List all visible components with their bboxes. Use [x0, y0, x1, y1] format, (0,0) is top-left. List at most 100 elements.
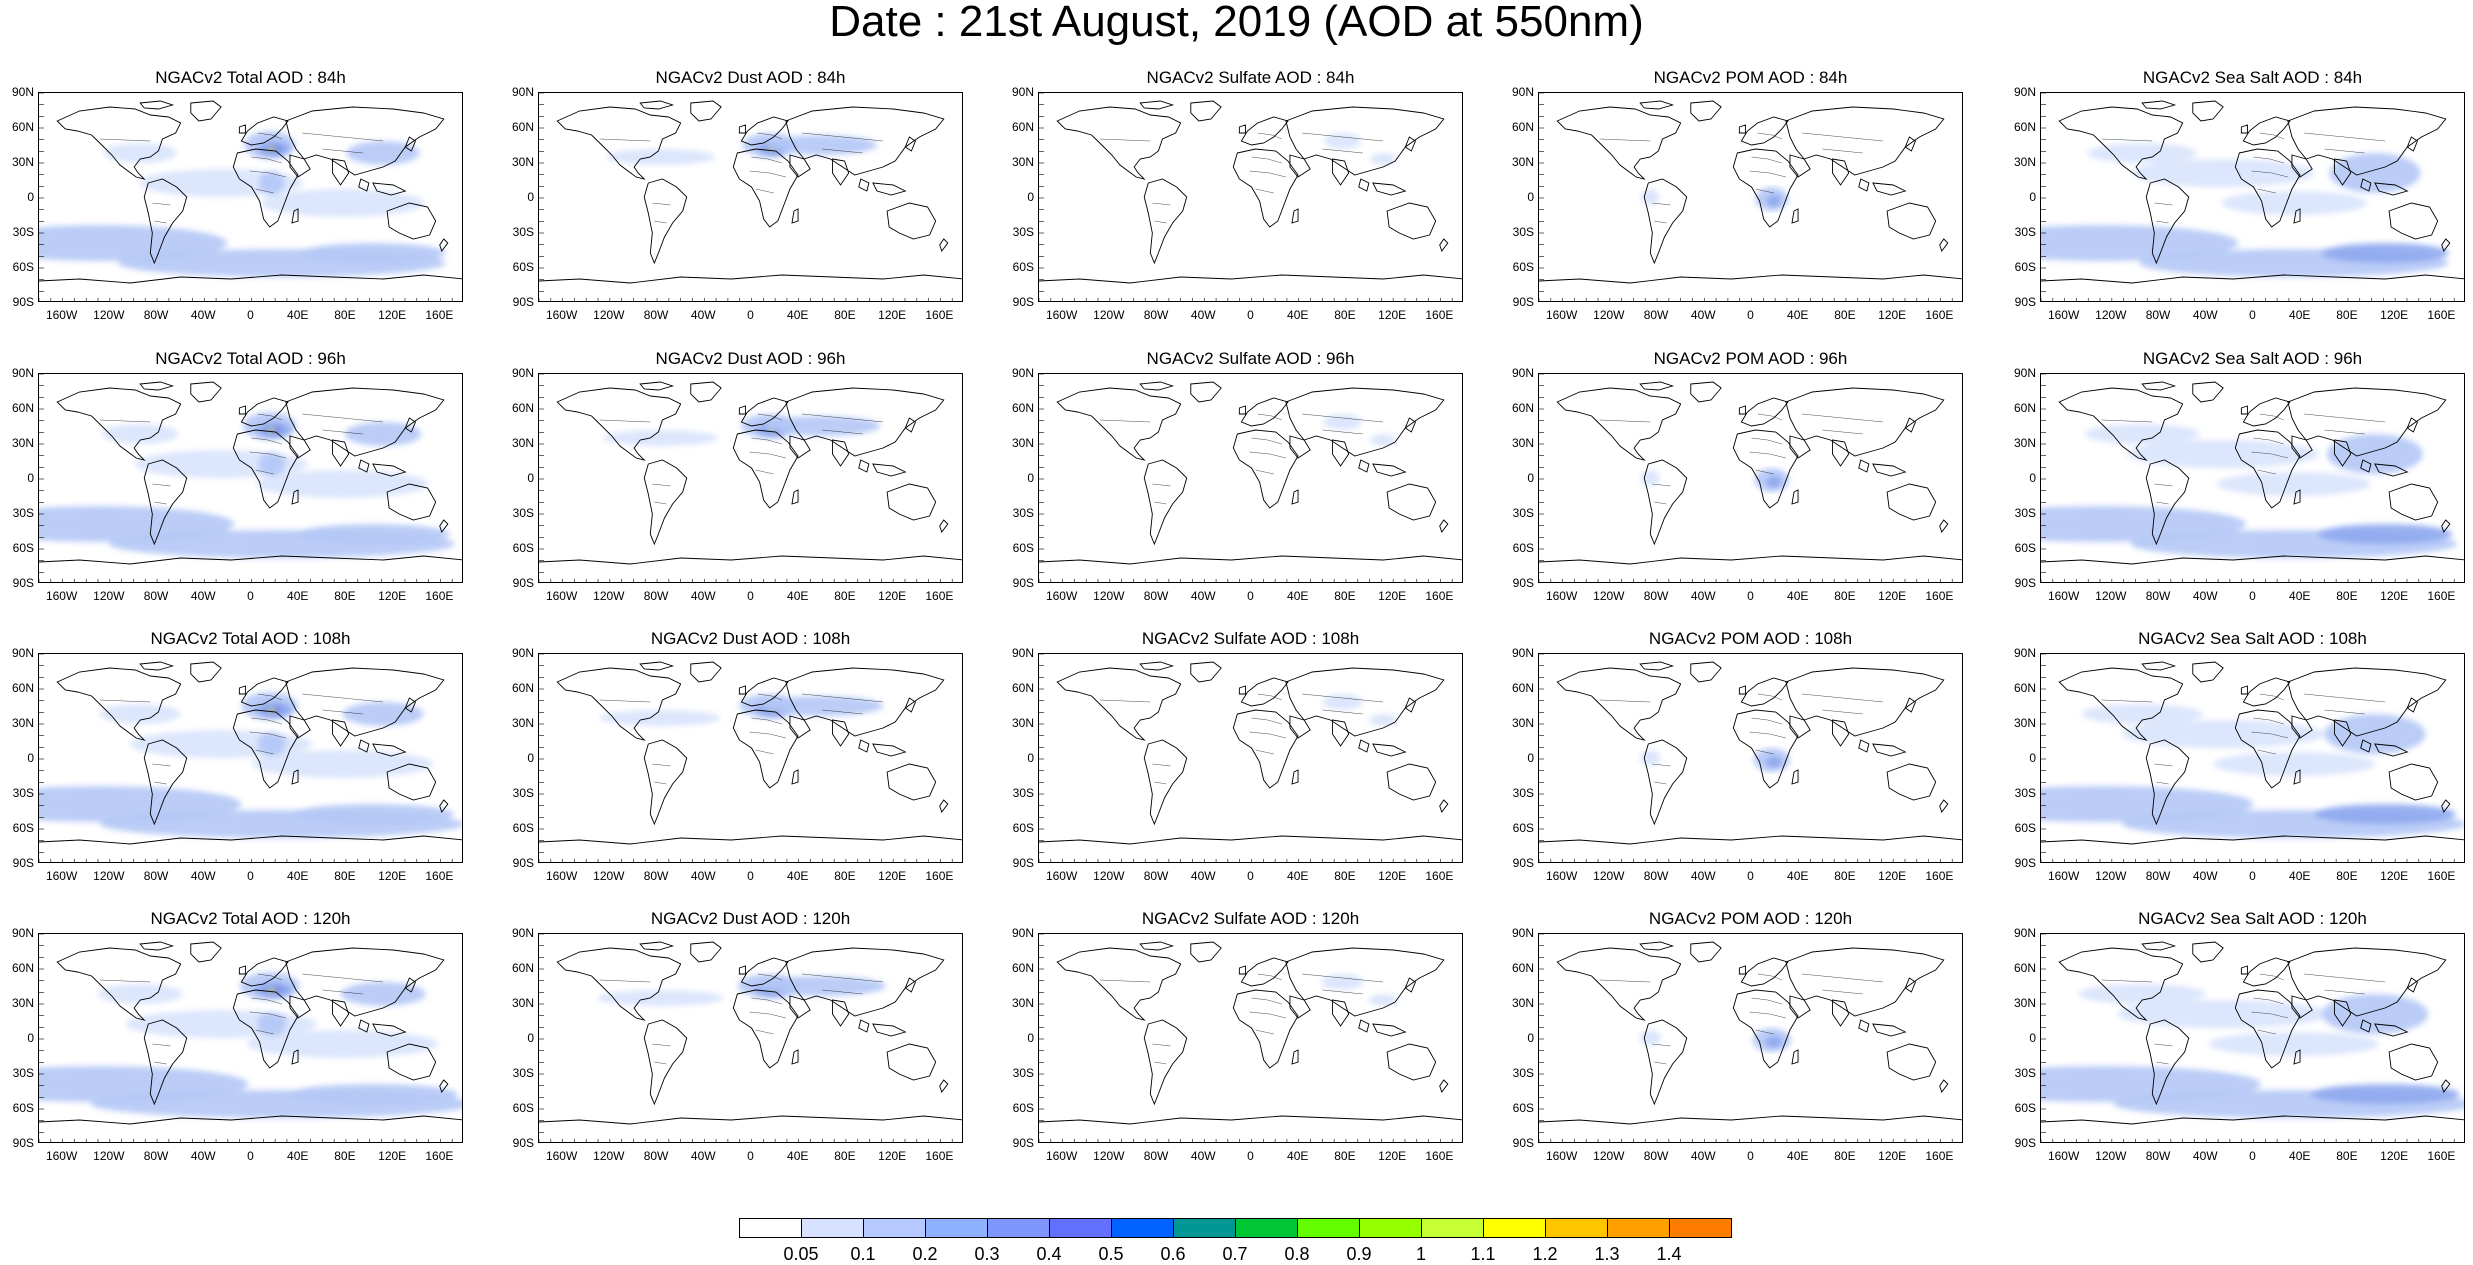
map-panel: NGACv2 Dust AOD : 96h 90N 60N 30N 0 30S 60S 90S… [512, 349, 963, 619]
lat-tick-label: 0 [2029, 471, 2036, 485]
aerosol-plume [1766, 476, 1782, 488]
lat-tick-label: 30N [2013, 996, 2036, 1010]
aerosol-plume [1765, 756, 1782, 768]
lon-tick-label: 40E [1287, 308, 1309, 322]
aod-field [1039, 93, 1462, 301]
world-map [538, 92, 963, 302]
lat-tick-label: 90N [1511, 366, 1534, 380]
map-panel: NGACv2 Total AOD : 120h 90N 60N 30N 0 30S 60S 9… [12, 909, 463, 1179]
lat-tick-label: 30S [1012, 786, 1034, 800]
lon-tick-label: 120E [1378, 308, 1407, 322]
lat-tick-label: 0 [1027, 1031, 1034, 1045]
coastline [1039, 941, 1462, 1125]
lon-tick-label: 40E [2289, 308, 2311, 322]
lat-tick-label: 90N [11, 646, 34, 660]
panel-title: NGACv2 Sulfate AOD : 108h [1141, 629, 1360, 648]
lon-tick-label: 160W [545, 869, 578, 883]
coastline [1039, 100, 1462, 284]
lat-tick-label: 30N [11, 716, 34, 730]
aerosol-plume [2121, 720, 2325, 748]
lon-tick-label: 160W [545, 589, 578, 603]
lat-tick-label: 30N [1011, 155, 1034, 169]
lat-tick-label: 60S [1012, 541, 1034, 555]
lon-tick-label: 120E [378, 1149, 407, 1163]
lon-tick-label: 160E [925, 589, 954, 603]
lon-tick-label: 120W [2095, 869, 2127, 883]
panel-title: NGACv2 Total AOD : 84h [155, 68, 346, 87]
lon-tick-label: 160E [2427, 589, 2456, 603]
lat-tick-label: 30S [12, 225, 34, 239]
lon-tick-label: 0 [1747, 589, 1754, 603]
panel-title: NGACv2 Sea Salt AOD : 120h [2138, 909, 2367, 928]
lon-tick-label: 120W [1593, 1149, 1625, 1163]
colorbar-swatch [1111, 1218, 1174, 1238]
lat-tick-label: 0 [527, 471, 534, 485]
world-map [538, 373, 963, 583]
lon-tick-label: 120E [1378, 589, 1407, 603]
lon-tick-label: 80E [834, 308, 856, 322]
aerosol-plume [2329, 153, 2421, 193]
lon-tick-label: 40E [1287, 589, 1309, 603]
lat-tick-label: 30S [1012, 506, 1034, 520]
aerosol-plume [2321, 994, 2429, 1034]
aod-field [1039, 374, 1462, 582]
lat-tick-label: 30S [1012, 225, 1034, 239]
lat-tick-label: 60S [12, 541, 34, 555]
lon-tick-label: 0 [2249, 1149, 2256, 1163]
lat-tick-label: 90N [1011, 85, 1034, 99]
lon-tick-label: 160E [925, 308, 954, 322]
lat-tick-label: 0 [27, 751, 34, 765]
panel-title: NGACv2 Dust AOD : 84h [655, 68, 846, 87]
aerosol-plume [1640, 470, 1660, 486]
colorbar-swatch [1607, 1218, 1670, 1238]
lon-tick-label: 80W [2145, 308, 2171, 322]
lat-tick-label: 60N [11, 961, 34, 975]
lon-tick-label: 0 [247, 1149, 254, 1163]
lon-tick-label: 40E [1787, 1149, 1809, 1163]
panel-title: NGACv2 POM AOD : 108h [1648, 629, 1853, 648]
lat-tick-label: 0 [1527, 190, 1534, 204]
lon-tick-label: 120E [1878, 1149, 1907, 1163]
panel-title: NGACv2 Total AOD : 108h [150, 629, 351, 648]
colorbar-swatch [987, 1218, 1050, 1238]
lon-tick-label: 120W [593, 308, 625, 322]
lat-tick-label: 60N [1011, 961, 1034, 975]
panel-title: NGACv2 POM AOD : 96h [1653, 349, 1848, 368]
lat-tick-label: 30S [12, 786, 34, 800]
lon-tick-label: 80E [834, 589, 856, 603]
lat-tick-label: 90N [1511, 646, 1534, 660]
lon-tick-label: 0 [2249, 869, 2256, 883]
coastline [1539, 941, 1962, 1125]
map-panel: NGACv2 Total AOD : 108h 90N 60N 30N 0 30S 60S 9… [12, 629, 463, 899]
lon-tick-label: 160W [1545, 589, 1578, 603]
colorbar-label: 1.2 [1532, 1244, 1558, 1264]
lon-tick-label: 160E [2427, 1149, 2456, 1163]
lat-tick-label: 90S [12, 295, 34, 309]
lat-tick-label: 0 [2029, 190, 2036, 204]
lat-tick-label: 60N [1511, 681, 1534, 695]
lat-tick-label: 90N [511, 926, 534, 940]
coastline [539, 381, 962, 565]
lat-tick-label: 0 [1527, 751, 1534, 765]
lon-tick-label: 120W [2095, 308, 2127, 322]
lon-tick-label: 80W [143, 589, 169, 603]
panel-title: NGACv2 Sulfate AOD : 120h [1141, 909, 1360, 928]
colorbar-label: 0.5 [1098, 1244, 1124, 1264]
lon-tick-label: 0 [1247, 1149, 1254, 1163]
map-panel: NGACv2 Total AOD : 84h 90N 60N 30N 0 30S 60S 90… [12, 68, 463, 338]
panel-title: NGACv2 Sea Salt AOD : 108h [2138, 629, 2367, 648]
lat-tick-label: 0 [1027, 471, 1034, 485]
panel-title: NGACv2 Sea Salt AOD : 84h [2142, 68, 2363, 87]
lat-tick-label: 30N [1511, 436, 1534, 450]
colorbar-swatch [1049, 1218, 1112, 1238]
lat-tick-label: 30N [511, 996, 534, 1010]
lat-tick-label: 60N [2013, 681, 2036, 695]
lat-tick-label: 0 [2029, 1031, 2036, 1045]
aerosol-plume [2041, 225, 2239, 261]
lat-tick-label: 60N [11, 681, 34, 695]
lat-tick-label: 90S [12, 1136, 34, 1150]
lon-tick-label: 80E [2336, 1149, 2358, 1163]
lon-tick-label: 80W [643, 589, 669, 603]
lat-tick-label: 60N [511, 681, 534, 695]
lon-tick-label: 40E [1787, 869, 1809, 883]
